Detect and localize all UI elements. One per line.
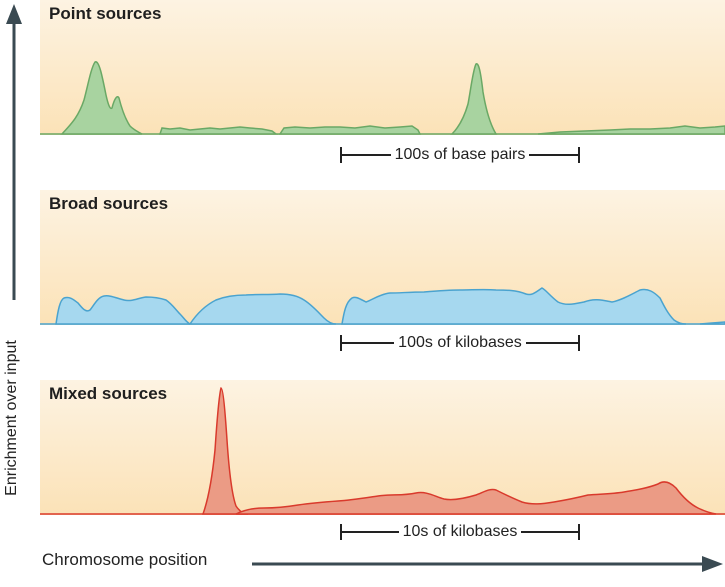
panel-title: Point sources [49, 4, 162, 23]
broad-sources-track [40, 287, 725, 325]
y-axis-arrow [6, 4, 22, 300]
mixed-sharp-peak [201, 387, 249, 515]
point-sources-track [40, 61, 725, 135]
panel-point-sources: Point sources [40, 0, 725, 135]
panel-title: Mixed sources [49, 384, 168, 403]
point-noise-3 [537, 125, 725, 135]
point-noise-1 [158, 126, 279, 135]
scale-label: 100s of base pairs [390, 146, 530, 164]
scale-label: 100s of kilobases [394, 334, 526, 352]
mixed-sources-track [40, 387, 725, 515]
broad-domain-1 [55, 295, 191, 325]
point-peak-2 [450, 63, 498, 135]
broad-domain-2 [188, 293, 337, 325]
scale-bar-mixed: 10s of kilobases [340, 520, 580, 544]
scale-label: 10s of kilobases [398, 523, 522, 541]
scale-bar-point: 100s of base pairs [340, 143, 580, 167]
broad-domain-3 [341, 287, 687, 325]
broad-noise [699, 321, 725, 325]
point-peak-1 [60, 61, 143, 135]
scale-bar-broad: 100s of kilobases [340, 331, 580, 355]
point-noise-2 [278, 125, 422, 135]
panel-mixed-sources: Mixed sources [40, 380, 725, 515]
panel-broad-sources: Broad sources [40, 190, 725, 325]
mixed-broad-region [235, 481, 717, 515]
x-axis-label: Chromosome position [42, 550, 208, 569]
x-axis-arrow [252, 556, 723, 572]
panel-title: Broad sources [49, 194, 169, 213]
